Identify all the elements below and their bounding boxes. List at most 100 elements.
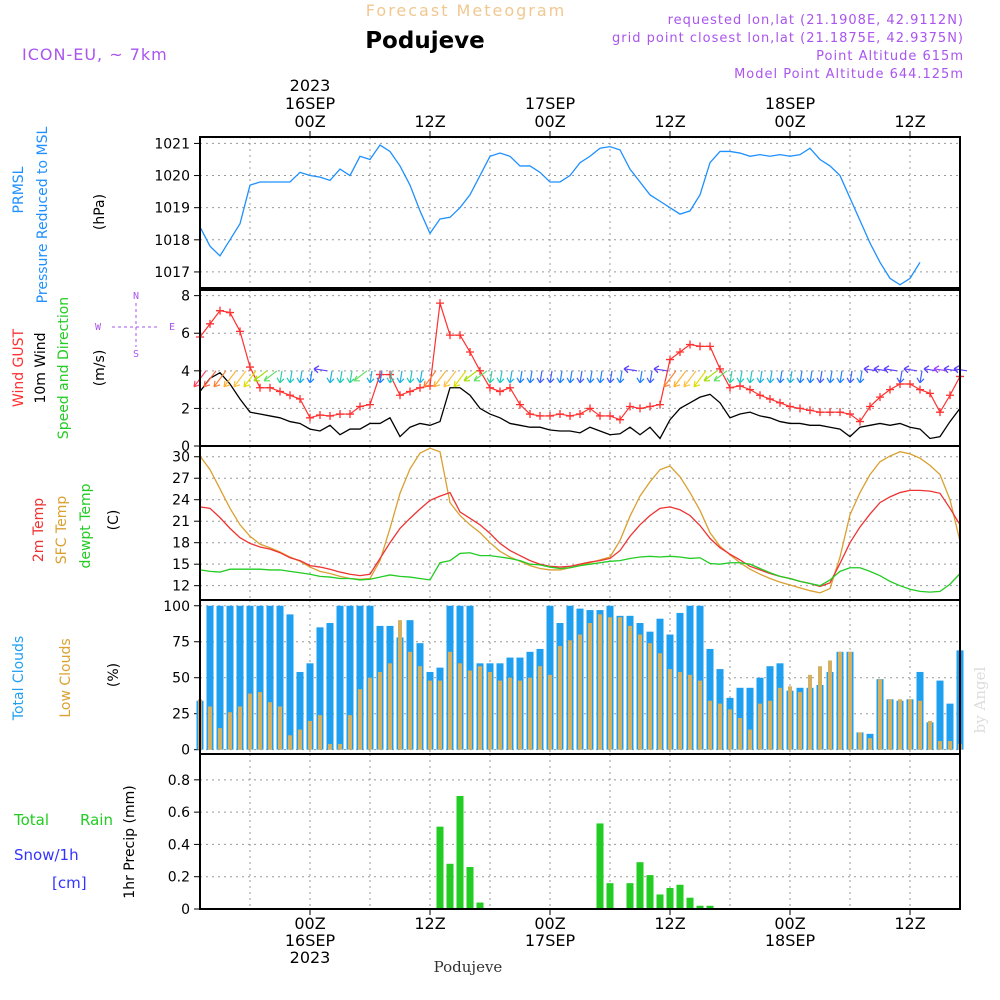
wind-direction-arrow: [326, 370, 335, 384]
gust-marker: [596, 411, 604, 420]
wind-direction-arrow: [816, 370, 825, 384]
low-cloud-bar: [338, 743, 342, 750]
wind-direction-arrow: [576, 370, 585, 384]
total-cloud-bar: [346, 605, 354, 750]
low-cloud-bar: [858, 732, 862, 750]
wind-direction-arrow: [486, 370, 495, 384]
wind-direction-arrow: [683, 370, 697, 388]
low-cloud-bar: [828, 660, 832, 750]
low-cloud-bar: [608, 617, 612, 750]
rain-bar: [456, 795, 464, 909]
time-label-bottom: 12Z: [414, 914, 445, 933]
total-cloud-bar: [946, 703, 954, 750]
wind-direction-arrow: [726, 370, 735, 384]
gust-marker: [246, 363, 254, 372]
wind-direction-arrow: [213, 370, 227, 388]
wind-direction-arrow: [286, 370, 295, 384]
low-cloud-bar: [318, 715, 322, 750]
gust-marker: [876, 393, 884, 402]
precip-unit: 1hr Precip (mm): [122, 785, 138, 898]
low-cloud-bar: [708, 700, 712, 750]
rain-bar: [676, 884, 684, 909]
rain-bar: [476, 902, 484, 909]
total-cloud-bar: [206, 605, 214, 750]
low-cloud-bar: [618, 617, 622, 750]
low-cloud-bar: [658, 653, 662, 750]
wind-direction-arrow: [616, 370, 625, 384]
gust-marker: [716, 364, 724, 373]
wind-direction-arrow: [916, 370, 925, 384]
low-cloud-bar: [768, 700, 772, 750]
total-cloud-bar: [706, 648, 714, 750]
wind-grid: 0 2 4 6 8: [181, 289, 960, 455]
wind-direction-arrow: [453, 370, 467, 388]
wind-direction-arrow: [346, 370, 355, 384]
precip-ytick-label: 0: [181, 902, 190, 918]
model-point-altitude: Model Point Altitude 644.125m: [734, 67, 964, 82]
time-label-top: 00Z: [534, 112, 565, 131]
wind-direction-arrow: [366, 370, 375, 384]
rain-bar: [466, 867, 474, 909]
gust-marker: [866, 402, 874, 411]
low-cloud-bar: [328, 743, 332, 750]
low-cloud-bar: [408, 651, 412, 750]
wind-direction-arrow: [736, 370, 745, 384]
wind-direction-arrow: [566, 370, 575, 384]
low-cloud-bar: [838, 651, 842, 750]
wind-direction-arrow: [376, 370, 385, 384]
gust-marker: [736, 381, 744, 390]
gust-marker: [926, 389, 934, 398]
precip-label-cm: [cm]: [52, 874, 87, 892]
low-cloud-bar: [918, 700, 922, 750]
low-cloud-bar: [528, 677, 532, 750]
time-label-top: 12Z: [414, 112, 445, 131]
precip-label-rain: Rain: [80, 811, 113, 829]
wind-direction-arrow: [693, 370, 707, 388]
wind-direction-arrow: [526, 370, 535, 384]
total-cloud-bar: [296, 671, 304, 750]
time-label-top: 00Z: [294, 112, 325, 131]
gust-marker: [836, 408, 844, 417]
gust-marker: [776, 398, 784, 407]
low-cloud-bar: [478, 666, 482, 750]
gust-marker: [816, 408, 824, 417]
compass-e: E: [169, 322, 175, 333]
wind-gust-line: [199, 302, 961, 423]
total-cloud-bar: [276, 605, 284, 750]
time-label-bottom: 18SEP: [765, 931, 816, 950]
gust-marker: [506, 383, 514, 392]
low-cloud-bar: [598, 614, 602, 750]
low-cloud-bar: [668, 669, 672, 750]
compass-n: N: [133, 291, 139, 302]
gust-marker: [536, 411, 544, 420]
low-cloud-bar: [498, 680, 502, 750]
wind-direction-arrow: [756, 370, 765, 384]
rain-bar: [696, 905, 704, 909]
wind-direction-arrow: [306, 370, 315, 384]
rain-bar: [606, 883, 614, 909]
gust-marker: [796, 404, 804, 413]
low-cloud-bar: [218, 728, 222, 750]
wind-label-10m: 10m Wind: [33, 332, 49, 403]
wind-label-dir: Speed and Direction: [56, 297, 72, 439]
gust-marker: [676, 348, 684, 357]
wind-gust-markers: [196, 299, 964, 426]
low-cloud-bar: [388, 663, 392, 750]
gust-marker: [206, 319, 214, 328]
low-cloud-bar: [578, 634, 582, 750]
low-cloud-bar: [268, 702, 272, 750]
low-cloud-bar: [538, 666, 542, 750]
wind-ytick-label: 2: [181, 401, 190, 417]
gust-marker: [616, 415, 624, 424]
time-label-top: 12Z: [654, 112, 685, 131]
time-label-top: 18SEP: [765, 94, 816, 113]
pressure-label-1: PRMSL: [11, 166, 27, 213]
low-cloud-bar: [818, 666, 822, 750]
pressure-ytick-label: 1021: [154, 136, 190, 152]
wind-direction-arrow: [433, 370, 447, 388]
gust-marker: [466, 348, 474, 357]
wind-direction-arrow: [623, 365, 638, 374]
precip-frame: [199, 753, 961, 910]
gust-marker: [456, 331, 464, 340]
low-cloud-bar: [888, 699, 892, 750]
